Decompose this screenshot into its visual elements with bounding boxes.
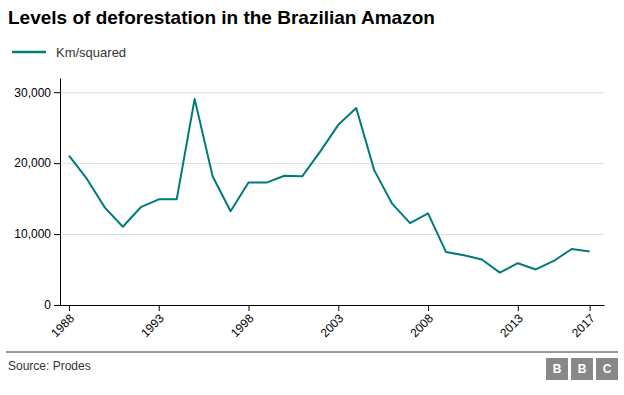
x-tick: 2008 bbox=[407, 305, 436, 340]
x-tick-mark bbox=[69, 305, 70, 311]
y-tick-mark bbox=[54, 234, 60, 235]
grid-tick bbox=[60, 234, 604, 235]
logo-letter: B bbox=[553, 362, 562, 376]
y-axis: 0 10,000 20,000 30,000 bbox=[14, 79, 60, 313]
logo-letter: C bbox=[603, 362, 612, 376]
line bbox=[69, 99, 590, 273]
y-tick-label: 20,000 bbox=[14, 156, 51, 170]
grid-tick bbox=[60, 163, 604, 164]
x-tick: 1988 bbox=[48, 305, 77, 340]
x-tick-mark bbox=[590, 305, 591, 311]
x-tick-label: 2013 bbox=[497, 311, 526, 340]
y-tick: 10,000 bbox=[14, 227, 60, 241]
x-tick-label: 2008 bbox=[407, 311, 436, 340]
grid-line bbox=[60, 163, 604, 164]
legend-label: Km/squared bbox=[56, 45, 126, 60]
x-tick-mark bbox=[249, 305, 250, 311]
y-tick-mark bbox=[54, 92, 60, 93]
x-axis-line bbox=[61, 305, 605, 306]
title: Levels of deforestation in the Brazilian… bbox=[8, 7, 435, 28]
x-tick-label: 1993 bbox=[138, 311, 167, 340]
y-tick: 20,000 bbox=[14, 156, 60, 170]
logo-box bbox=[546, 358, 568, 380]
y-tick-mark bbox=[54, 163, 60, 164]
x-tick: 1998 bbox=[228, 305, 257, 340]
y-tick-label: 0 bbox=[44, 298, 51, 312]
x-tick-label: 1988 bbox=[48, 311, 77, 340]
y-tick: 0 bbox=[44, 298, 60, 312]
logo-letter: B bbox=[578, 362, 587, 376]
grid bbox=[60, 93, 604, 306]
source: Source: Prodes bbox=[8, 359, 91, 373]
plot: 0 10,000 20,000 30,000 1988 1993 1998 2003 2008 2… bbox=[14, 79, 604, 341]
legend-swatch bbox=[12, 51, 46, 54]
x-tick: 2003 bbox=[318, 305, 347, 340]
x-tick-label: 2017 bbox=[569, 311, 598, 340]
y-tick-mark bbox=[54, 305, 60, 306]
y-tick: 30,000 bbox=[14, 86, 60, 100]
x-tick: 2013 bbox=[497, 305, 526, 340]
grid-tick bbox=[60, 92, 604, 93]
x-tick-mark bbox=[518, 305, 519, 311]
grid-line bbox=[60, 92, 604, 93]
separator bbox=[6, 352, 618, 353]
logo-box bbox=[596, 358, 618, 380]
y-tick-label: 30,000 bbox=[14, 86, 51, 100]
legend: Km/squared bbox=[12, 45, 126, 60]
grid-line bbox=[60, 305, 604, 306]
chart: Levels of deforestation in the Brazilian… bbox=[0, 0, 624, 395]
y-axis-line bbox=[60, 79, 61, 306]
grid-line bbox=[60, 234, 604, 235]
y-tick-label: 10,000 bbox=[14, 227, 51, 241]
grid-tick bbox=[60, 305, 604, 306]
x-tick-mark bbox=[428, 305, 429, 311]
x-tick-label: 1998 bbox=[228, 311, 257, 340]
x-tick-mark bbox=[159, 305, 160, 311]
x-tick: 1993 bbox=[138, 305, 167, 340]
marks bbox=[69, 99, 590, 273]
x-tick-label: 2003 bbox=[318, 311, 347, 340]
logo-box bbox=[571, 358, 593, 380]
x-axis: 1988 1993 1998 2003 2008 2013 2017 bbox=[48, 305, 604, 340]
legend-item: Km/squared bbox=[12, 45, 126, 60]
x-tick: 2017 bbox=[569, 305, 598, 340]
x-tick-mark bbox=[338, 305, 339, 311]
logo: BBC bbox=[546, 358, 618, 380]
